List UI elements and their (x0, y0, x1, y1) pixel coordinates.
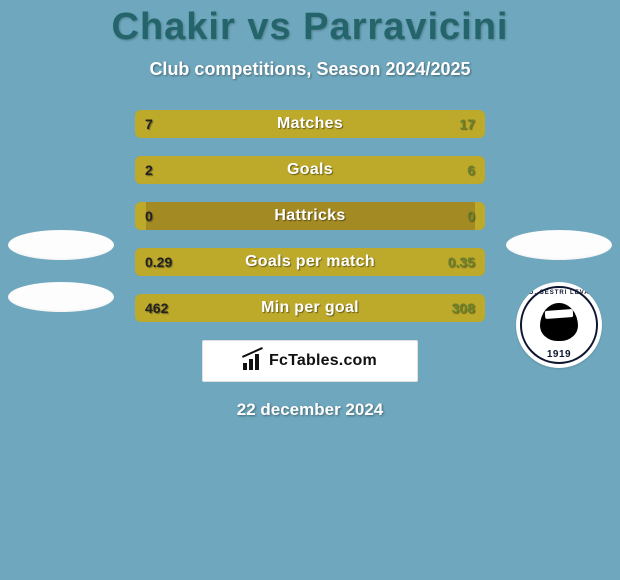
crest-year: 1919 (547, 349, 571, 360)
brand-text: FcTables.com (269, 352, 377, 370)
subtitle: Club competitions, Season 2024/2025 (0, 59, 620, 80)
right-club-column: U.S.D. SESTRI LEVANTE 1919 (506, 230, 612, 368)
stat-bars: Matches7 17 Goals2 6 Hattricks0 0 Goals per ma… (135, 110, 485, 322)
page-title: Chakir vs Parravicini (0, 6, 620, 49)
left-club-logo-placeholder-2 (8, 282, 114, 312)
stat-value-left: 462 (135, 294, 178, 322)
stat-label: Matches (135, 110, 485, 138)
stat-value-right: 6 (457, 156, 485, 184)
right-club-logo-placeholder (506, 230, 612, 260)
stat-row: Min per goal462 308 (135, 294, 485, 322)
stat-value-left: 7 (135, 110, 163, 138)
right-club-crest: U.S.D. SESTRI LEVANTE 1919 (516, 282, 602, 368)
stat-row: Hattricks0 0 (135, 202, 485, 230)
stat-value-right: 0.35 (438, 248, 485, 276)
stat-value-right: 0 (457, 202, 485, 230)
stat-label: Goals per match (135, 248, 485, 276)
stat-label: Hattricks (135, 202, 485, 230)
brand-badge[interactable]: FcTables.com (202, 340, 418, 382)
stat-row: Goals2 6 (135, 156, 485, 184)
comparison-card: Chakir vs Parravicini Club competitions,… (0, 0, 620, 580)
crest-bandana-icon (545, 309, 573, 319)
crest-head-icon (540, 303, 578, 341)
stat-value-left: 2 (135, 156, 163, 184)
stat-value-right: 308 (442, 294, 485, 322)
left-club-logo-placeholder-1 (8, 230, 114, 260)
bar-chart-icon (243, 352, 263, 370)
crest-arc-text: U.S.D. SESTRI LEVANTE (516, 290, 602, 296)
left-club-column (8, 230, 114, 334)
stat-row: Goals per match0.29 0.35 (135, 248, 485, 276)
date-text: 22 december 2024 (0, 400, 620, 420)
stat-row: Matches7 17 (135, 110, 485, 138)
stat-label: Min per goal (135, 294, 485, 322)
stat-label: Goals (135, 156, 485, 184)
stat-value-right: 17 (449, 110, 485, 138)
content-row: U.S.D. SESTRI LEVANTE 1919 Matches717Goa… (0, 110, 620, 322)
stat-value-left: 0 (135, 202, 163, 230)
stat-value-left: 0.29 (135, 248, 182, 276)
